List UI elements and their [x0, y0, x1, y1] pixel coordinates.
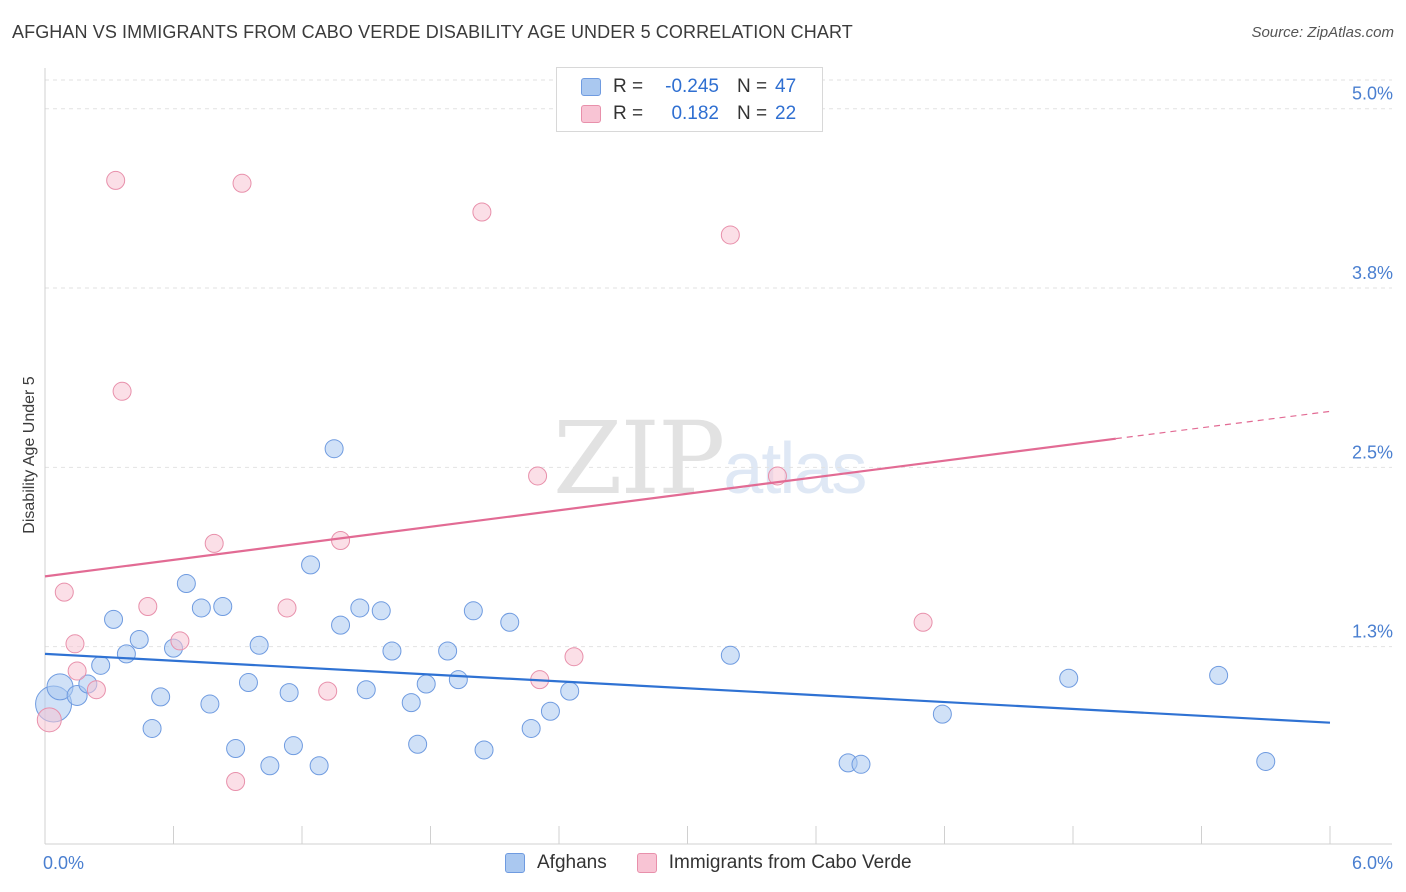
afghans-point: [283, 736, 303, 756]
afghans-point: [104, 609, 124, 629]
afghans-point: [371, 601, 391, 621]
cabo-verde-point: [106, 170, 126, 190]
legend-item-cabo-verde[interactable]: Immigrants from Cabo Verde: [636, 852, 912, 874]
source-label: Source: ZipAtlas.com: [1251, 24, 1394, 41]
afghans-point: [932, 704, 952, 724]
y-tick-label: 3.8%: [1352, 263, 1393, 283]
afghans-point: [191, 598, 211, 618]
afghans-point: [309, 756, 329, 776]
cabo-verde-point: [65, 634, 85, 654]
afghans-point: [324, 439, 344, 459]
x-tick-label: 0.0%: [43, 853, 84, 873]
legend-n-value: 47: [775, 76, 797, 97]
afghans-point: [116, 644, 136, 664]
cabo-verde-point: [331, 531, 351, 551]
legend-row-cabo-verde: R = 0.182 N = 22: [581, 102, 796, 126]
cabo-verde-point: [226, 772, 246, 792]
cabo-verde-point: [36, 707, 62, 733]
legend-label-afghans: Afghans: [537, 852, 607, 873]
y-tick-label: 5.0%: [1352, 84, 1393, 104]
afghans-point: [1209, 665, 1229, 685]
cabo-verde-point: [54, 582, 74, 602]
series-legend: Afghans Immigrants from Cabo Verde: [505, 852, 942, 874]
afghans-point: [382, 641, 402, 661]
afghans-point: [416, 674, 436, 694]
afghans-point: [129, 630, 149, 649]
legend-label-cabo-verde: Immigrants from Cabo Verde: [668, 852, 912, 873]
legend-r-label: R =: [613, 103, 644, 124]
cabo-verde-point: [277, 598, 297, 618]
afghans-trend-line: [44, 652, 1331, 724]
chart-title: AFGHAN VS IMMIGRANTS FROM CABO VERDE DIS…: [12, 22, 853, 42]
y-axis-label: Disability Age Under 5: [21, 376, 38, 534]
afghans-point: [301, 555, 321, 575]
afghans-point: [238, 673, 258, 693]
afghans-point: [521, 718, 541, 738]
afghans-point: [200, 694, 220, 714]
watermark: ZIPatlas: [553, 400, 867, 517]
watermark-zip: ZIP: [553, 400, 725, 517]
afghans-point: [176, 574, 196, 594]
afghans-point: [474, 740, 494, 760]
x-tick-label: 6.0%: [1352, 853, 1393, 873]
afghans-point: [260, 756, 280, 776]
cabo-verde-point: [67, 661, 87, 681]
afghans-point: [463, 601, 483, 621]
afghans-point: [331, 615, 351, 635]
cabo-verde-point: [564, 647, 584, 667]
cabo-verde-point: [170, 631, 190, 651]
legend-swatch-afghans: [581, 78, 601, 96]
cabo-verde-point: [112, 381, 132, 401]
legend-n-value: 22: [775, 103, 797, 124]
afghans-point: [448, 670, 468, 690]
y-tick-label: 1.3%: [1352, 622, 1393, 642]
legend-row-afghans: R = -0.245 N = 47: [581, 75, 796, 99]
afghans-point: [540, 701, 560, 721]
afghans-point: [350, 598, 370, 618]
legend-r-value: 0.182: [671, 103, 719, 124]
cabo-verde-point: [232, 173, 252, 193]
afghans-point: [500, 612, 520, 632]
cabo-verde-point: [138, 597, 158, 617]
legend-n-label: N =: [737, 76, 768, 97]
legend-item-afghans[interactable]: Afghans: [505, 852, 607, 874]
afghans-point: [560, 681, 580, 701]
y-tick-label: 2.5%: [1352, 442, 1393, 462]
afghans-point: [1256, 751, 1276, 771]
afghans-point: [438, 641, 458, 661]
watermark-atlas: atlas: [723, 429, 867, 509]
legend-swatch-cabo-verde: [581, 105, 601, 123]
legend-r-value: -0.245: [665, 76, 719, 97]
afghans-point: [279, 683, 299, 703]
afghans-point: [851, 754, 871, 774]
afghans-point: [142, 718, 162, 738]
afghans-point: [720, 645, 740, 665]
cabo-verde-point: [767, 466, 787, 486]
legend-swatch-afghans: [505, 853, 525, 873]
legend-swatch-cabo-verde: [636, 853, 657, 873]
afghans-point: [249, 635, 269, 655]
cabo-verde-point: [913, 612, 933, 632]
afghans-point: [408, 734, 428, 754]
cabo-verde-point: [528, 466, 548, 486]
afghans-point: [91, 655, 111, 675]
cabo-verde-trend-extension: [1115, 410, 1331, 440]
cabo-verde-point: [720, 225, 740, 245]
afghans-point: [401, 693, 421, 713]
cabo-verde-point: [86, 680, 106, 700]
afghans-point: [213, 597, 233, 617]
afghans-point: [151, 687, 171, 707]
legend-r-label: R =: [613, 76, 644, 97]
cabo-verde-trend-line: [44, 437, 1116, 578]
cabo-verde-point: [472, 202, 492, 222]
afghans-point: [226, 739, 246, 759]
cabo-verde-point: [204, 533, 224, 553]
correlation-legend: R = -0.245 N = 47 R = 0.182 N = 22: [556, 67, 823, 132]
afghans-point: [1059, 668, 1079, 688]
afghans-point: [356, 680, 376, 700]
legend-n-label: N =: [737, 103, 768, 124]
cabo-verde-point: [318, 681, 338, 701]
